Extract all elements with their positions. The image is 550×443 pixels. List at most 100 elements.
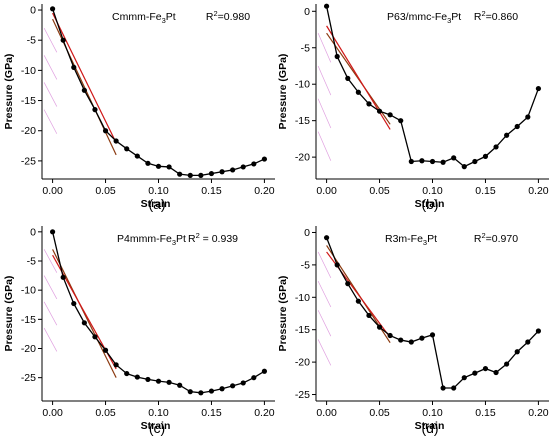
panel-label: (d) — [421, 420, 438, 436]
x-tick-label: 0.20 — [528, 407, 549, 419]
x-tick-label: 0.10 — [148, 407, 169, 419]
data-point — [461, 375, 467, 381]
x-tick-label: 0.05 — [95, 185, 116, 197]
y-tick-label: -5 — [301, 42, 310, 54]
data-point — [134, 374, 140, 380]
data-point — [345, 75, 351, 81]
data-point — [187, 389, 193, 395]
hatch-mark — [43, 27, 58, 53]
y-tick-label: 0 — [30, 5, 36, 17]
data-point — [261, 156, 268, 162]
data-point — [451, 385, 457, 391]
x-tick-label: 0.10 — [148, 185, 169, 197]
data-point — [376, 108, 383, 114]
data-point — [113, 362, 119, 368]
fit-line-2 — [326, 25, 391, 130]
fit-line-1 — [52, 249, 117, 378]
x-tick-label: 0.05 — [369, 407, 390, 419]
series-line — [325, 6, 540, 168]
panel-title: P4mmm-Fe3Pt — [117, 233, 186, 247]
y-tick-label: -20 — [21, 125, 36, 137]
x-tick-label: 0.10 — [422, 185, 443, 197]
y-tick-label: -10 — [295, 292, 310, 304]
data-point — [145, 376, 151, 383]
y-tick-label: -5 — [27, 35, 36, 47]
data-point — [323, 235, 330, 241]
x-tick-label: 0.00 — [42, 185, 63, 197]
y-tick-label: 0 — [30, 226, 36, 238]
data-point — [376, 324, 383, 330]
y-tick-label: -15 — [295, 115, 310, 127]
data-point — [440, 385, 446, 391]
y-tick-label: -25 — [295, 389, 310, 401]
x-tick-label: 0.20 — [528, 185, 549, 197]
data-point — [81, 87, 87, 93]
panel-label: (a) — [148, 196, 165, 212]
data-point — [102, 128, 109, 134]
data-point — [366, 101, 372, 107]
data-point — [60, 37, 66, 43]
data-point — [461, 164, 467, 170]
y-axis-label: Pressure (GPa) — [3, 54, 15, 130]
data-point — [504, 361, 510, 367]
x-tick-label: 0.05 — [369, 185, 390, 197]
data-point — [261, 368, 268, 374]
data-point — [219, 169, 225, 175]
hatch-mark — [317, 33, 332, 63]
data-point — [525, 114, 531, 120]
x-axis-label: Strain — [141, 420, 171, 432]
data-point — [251, 375, 257, 381]
data-point — [155, 378, 162, 384]
data-point — [177, 382, 183, 388]
data-point — [398, 118, 404, 124]
y-tick-label: -20 — [295, 152, 310, 164]
hatch-mark — [43, 55, 58, 80]
y-tick-label: -25 — [21, 372, 36, 384]
hatch-mark — [43, 109, 58, 134]
chart-panel-1: 0.00 0.05 0.10 0.15 0.20 0 -5 -10 -15 -20 -25 Strai… — [3, 4, 275, 212]
data-point — [472, 158, 478, 165]
y-tick-label: -10 — [21, 285, 36, 297]
data-point — [124, 370, 130, 377]
data-point — [387, 332, 393, 339]
x-axis-label: Strain — [415, 198, 445, 210]
data-point — [525, 339, 531, 345]
y-axis-label: Pressure (GPa) — [277, 276, 289, 352]
y-tick-label: -15 — [295, 324, 310, 336]
hatch-mark — [317, 251, 332, 279]
hatch-mark — [317, 65, 332, 96]
panel-title: P63/mmc-Fe3Pt — [387, 11, 461, 25]
hatch-mark — [43, 275, 58, 300]
hatch-mark — [43, 82, 58, 107]
fit-line-2 — [52, 12, 117, 144]
x-tick-label: 0.00 — [42, 407, 63, 419]
data-point — [166, 379, 172, 385]
y-tick-label: -15 — [21, 314, 36, 326]
data-point — [198, 172, 204, 178]
data-point — [472, 370, 478, 376]
x-tick-label: 0.20 — [254, 407, 275, 419]
data-point — [134, 153, 140, 159]
panel-title: R3m-Fe3Pt — [385, 233, 437, 247]
data-point — [419, 158, 425, 164]
data-point — [482, 153, 489, 159]
hatch-mark — [317, 98, 332, 129]
data-point — [198, 390, 204, 396]
data-point — [240, 380, 246, 386]
y-tick-label: -5 — [27, 256, 36, 268]
data-point — [535, 328, 542, 334]
x-tick-label: 0.00 — [316, 407, 337, 419]
y-tick-label: 0 — [304, 227, 310, 239]
hatch-mark — [43, 301, 58, 326]
data-point — [387, 112, 393, 118]
panel-label: (c) — [149, 420, 165, 436]
data-point — [535, 85, 542, 92]
x-tick-label: 0.15 — [475, 407, 496, 419]
data-point — [251, 161, 257, 167]
data-point — [49, 229, 56, 235]
data-point — [208, 388, 215, 394]
data-point — [71, 64, 77, 70]
data-point — [345, 281, 351, 287]
data-point — [323, 3, 330, 9]
